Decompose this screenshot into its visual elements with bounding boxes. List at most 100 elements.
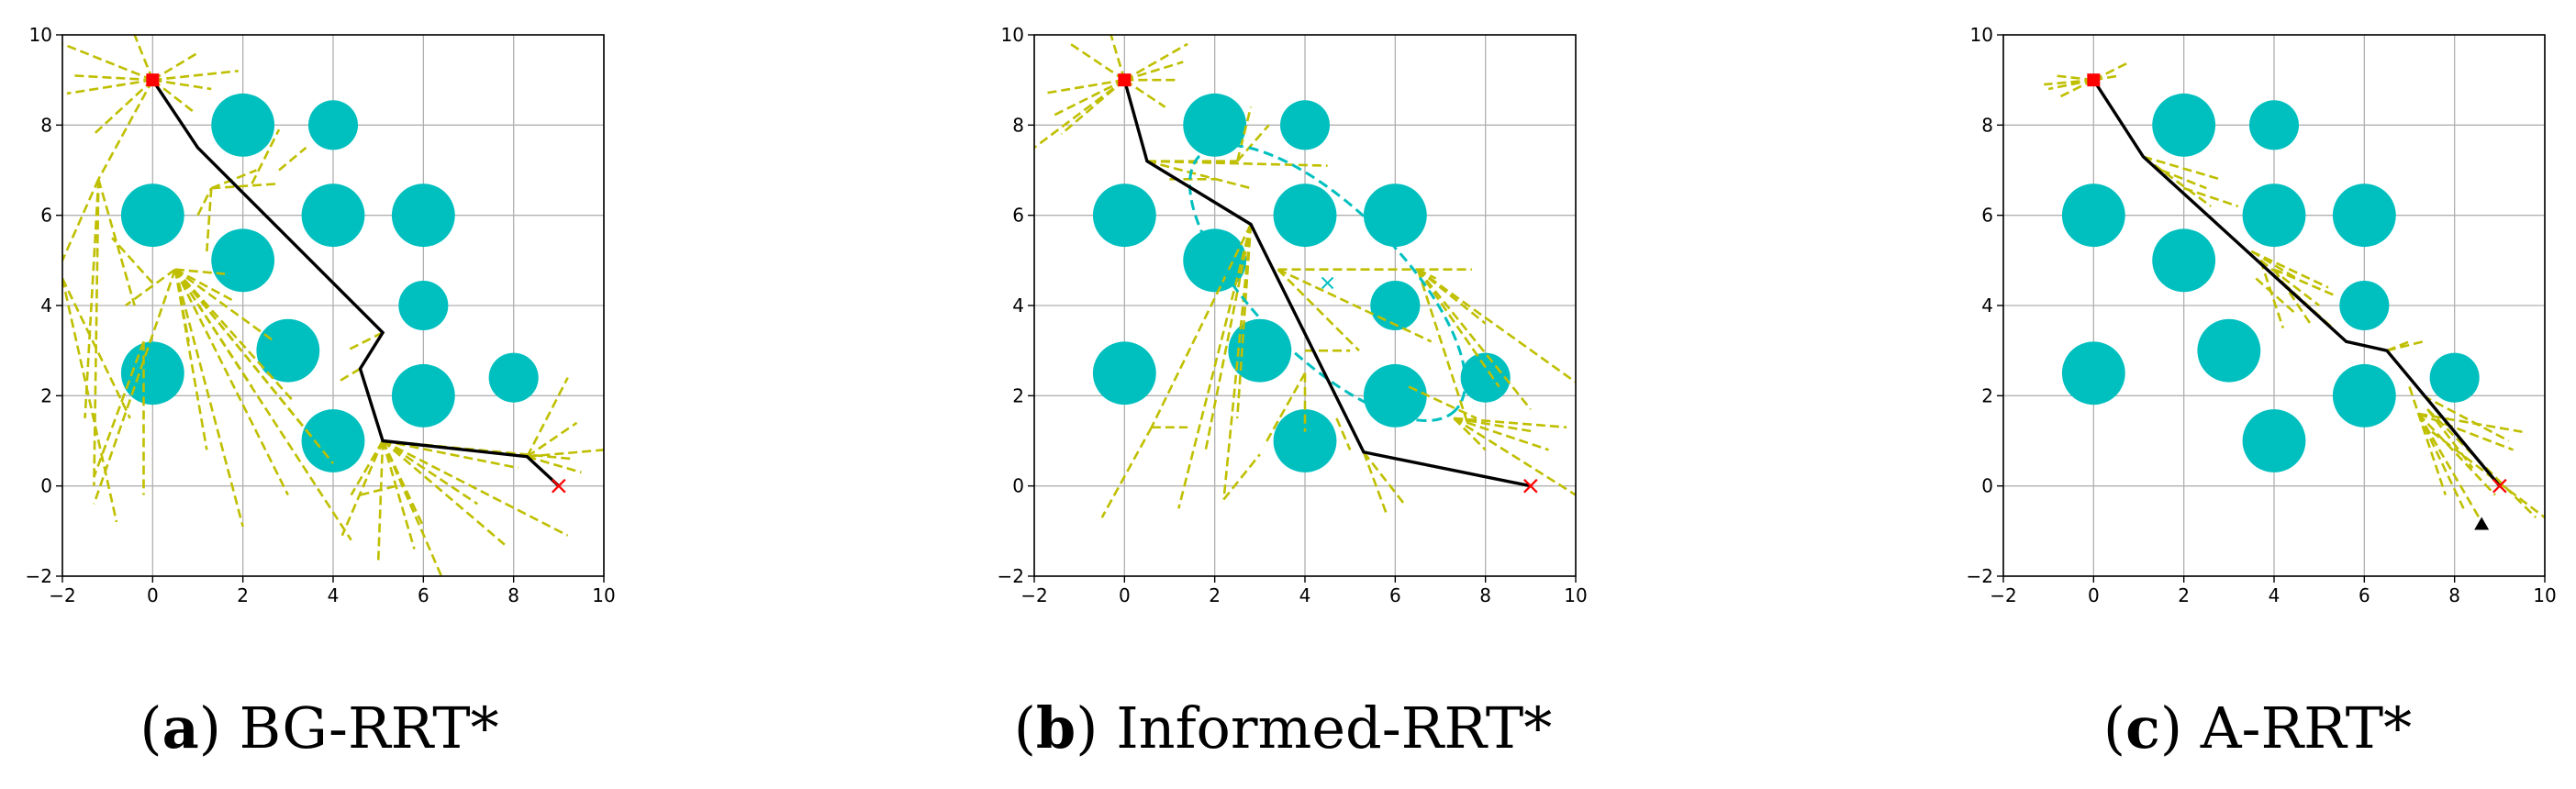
x-tick-label: 2 [237,584,249,606]
tree-edge [1454,417,1567,429]
tree-edge [97,79,154,180]
tree-edge [111,237,154,284]
tree-edge [97,178,136,306]
obstacle-circle [1279,100,1331,150]
tree-edge [1335,417,1352,450]
tree-edge [2052,73,2094,82]
tree-edge [173,268,335,464]
obstacle-circle [1092,341,1156,406]
tree-edge [2259,259,2320,307]
y-tick-label: 10 [1001,24,1024,46]
plot-area [1034,35,1576,518]
x-tick-label: 4 [1299,584,1311,606]
y-tick-label: −2 [998,565,1024,587]
tree-edge [211,182,280,190]
tree-edge [1277,268,1360,352]
tree-edge [382,439,519,470]
tree-edge [196,187,213,217]
obstacle-circle [256,318,320,383]
caption-name: BG-RRT* [240,695,499,761]
tree-edge [152,78,212,91]
tree-edge [62,178,100,261]
caption-paren-open: ( [1014,695,1036,761]
tree-edge [62,277,131,419]
subplot-a: −2 0 2 4 6 8 10 −2 0 2 4 6 8 10 (a) BG-RRT* [26,24,616,761]
tree-edge [2408,386,2448,495]
x-tick-label: 0 [147,584,159,606]
caption-name: Informed-RRT* [1116,695,1552,761]
tree-edge [174,268,235,303]
tree-edge [251,128,281,184]
plot-area [62,35,604,576]
tree-edge [2044,78,2094,86]
tree-edge [2259,260,2285,328]
obstacle-circle [391,363,455,428]
tree-edge [173,269,289,496]
start-marker [2087,73,2101,87]
obstacle-circle [1363,183,1427,248]
tree-edge [1123,79,1166,108]
obstacle-circle [2152,93,2216,157]
tree-edge [2422,394,2510,442]
tree-edge [173,268,352,541]
y-tick-label: 10 [1970,24,1993,46]
tree-edge [151,79,195,113]
subplot-caption: (b) Informed-RRT* [1014,695,1553,761]
goal-marker [552,478,566,494]
y-tick-label: 0 [1012,475,1024,497]
caption-paren-open: ( [139,695,162,761]
tree-edge [346,331,384,352]
tree-edge [1417,268,1487,325]
subplot-caption: (c) A-RRT* [2103,695,2412,761]
tree-edge [1417,268,1576,383]
tree-edge [133,35,154,81]
caption-paren-close: ) [1076,695,1116,761]
tree-edge [2417,413,2465,509]
x-tick-label: 8 [2448,584,2460,606]
tree-edge [1177,224,1253,509]
ellipse-center-marker [1321,276,1334,290]
tree-edge [1236,124,1270,162]
tree-edge [173,268,253,388]
tree-edge [382,439,479,506]
subplot-b: −2 0 2 4 6 8 10 −2 0 2 4 6 8 10 (b) Informed-RRT* [998,24,1588,761]
y-tick-label: 8 [40,114,52,136]
x-tick-label: 4 [328,584,340,606]
obstacle-circle [1273,409,1337,472]
tree-edge [71,73,153,82]
tree-edge [2417,413,2496,496]
tree-edge [2160,169,2207,190]
tree-edge [84,179,100,418]
caption-paren-close: ) [199,695,240,761]
x-tick-label: 8 [507,584,519,606]
tree-edge [2250,250,2329,289]
x-tick-label: 10 [1564,584,1587,606]
tree-edge [174,268,226,275]
tree-edge [210,169,257,190]
tree-edge [62,278,118,523]
y-tick-label: 4 [40,294,52,317]
obstacle-circle [398,280,449,331]
tree-edge [151,51,199,82]
tree-edge [1408,385,1478,420]
x-tick-label: 10 [2533,584,2556,606]
obstacle-circle [2332,183,2396,248]
obstacle-circle [301,409,365,472]
tree-edge [1146,160,1252,190]
tree-edge [1235,106,1253,161]
tree-edge [2272,268,2312,325]
y-tick-label: 4 [1981,294,1993,317]
tree-edge [2417,412,2515,451]
obstacle-circle [301,183,365,248]
tree-edge [527,455,582,474]
y-tick-label: −2 [26,565,52,587]
goal-marker [1523,478,1538,494]
tree-edge [1453,417,1487,451]
tree-edge [93,269,177,505]
tree-edge [152,70,239,82]
tree-edge [173,268,294,402]
x-tick-label: 6 [418,584,429,606]
obstacle-circle [2061,183,2125,248]
obstacle-circle [2339,280,2390,331]
